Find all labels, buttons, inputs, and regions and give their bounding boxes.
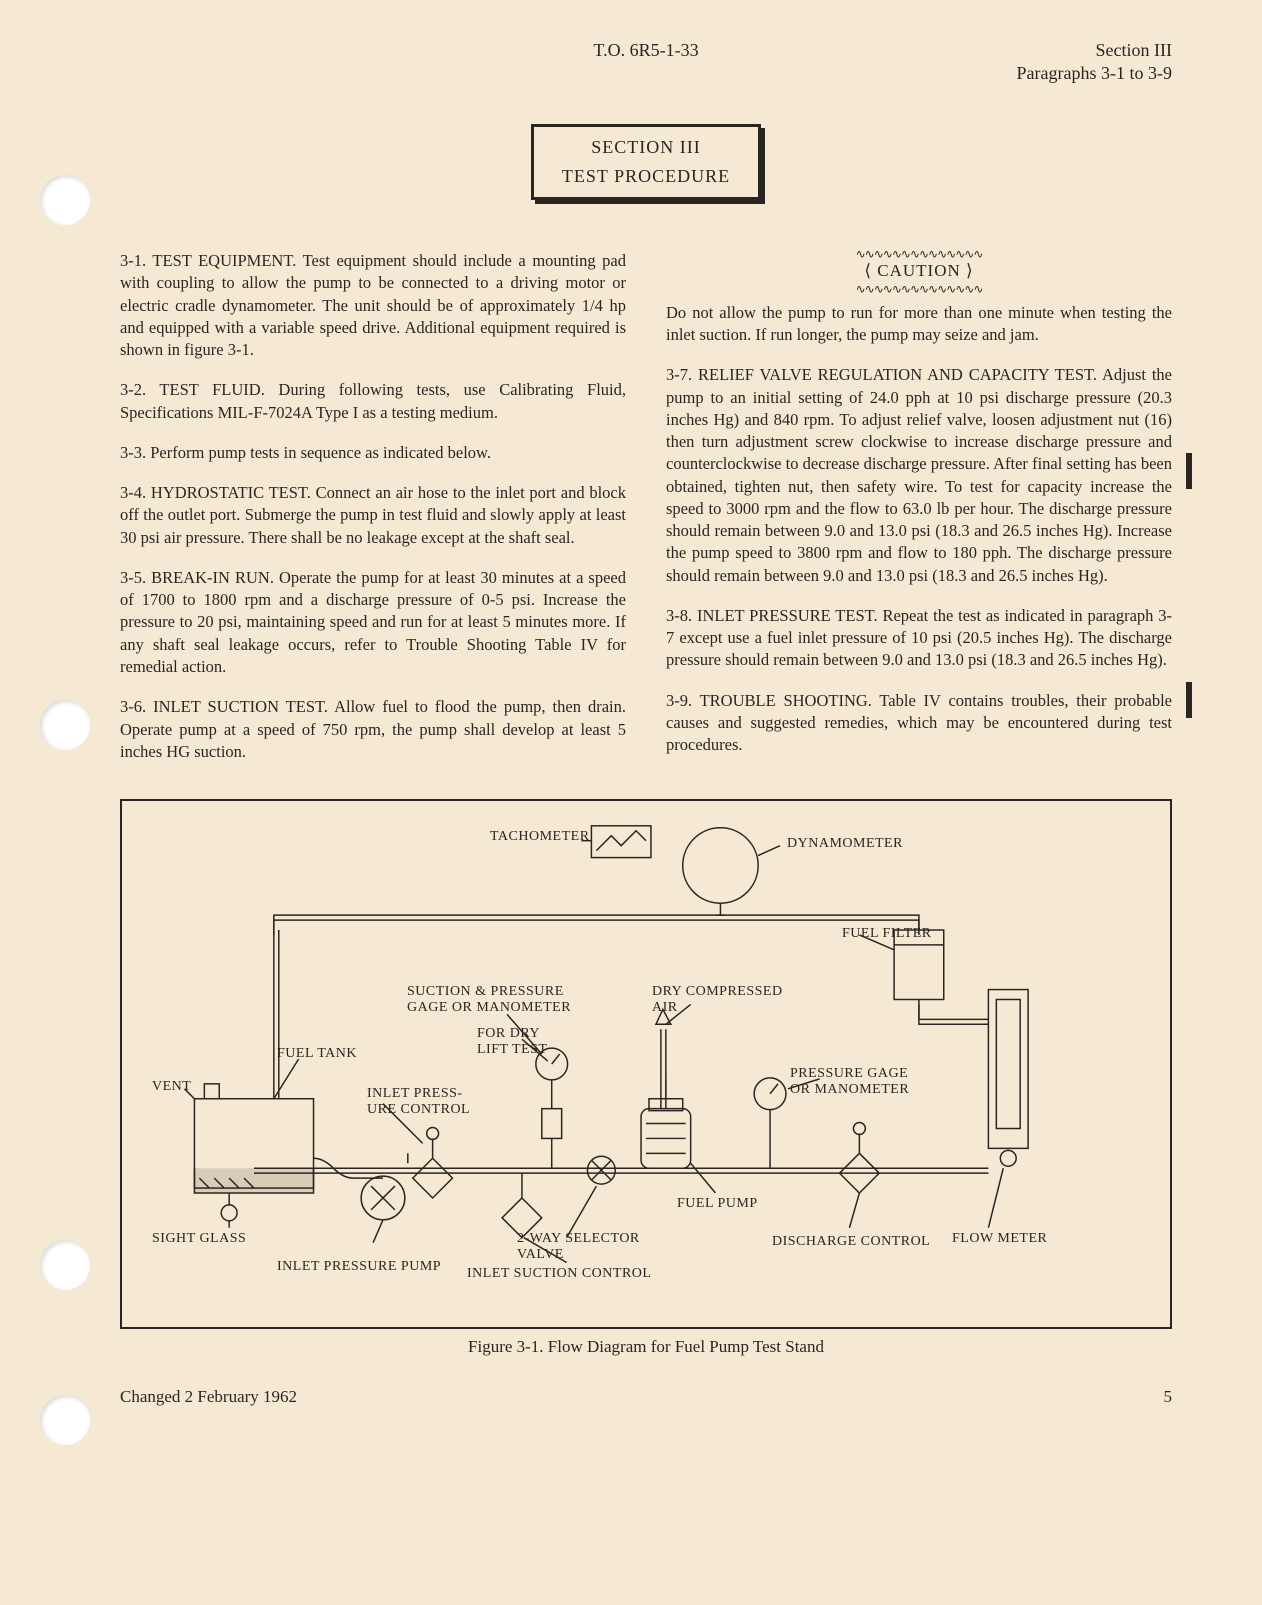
figure-caption: Figure 3-1. Flow Diagram for Fuel Pump T… (120, 1337, 1172, 1357)
label-selector-valve: 2-WAY SELECTOR VALVE (517, 1231, 640, 1263)
punch-hole (40, 1395, 90, 1445)
section-number: SECTION III (562, 137, 730, 158)
label-suction-gauge: SUCTION & PRESSURE GAGE OR MANOMETER (407, 984, 571, 1016)
label-vent: VENT (152, 1079, 191, 1095)
punch-hole (40, 175, 90, 225)
section-title-box: SECTION III TEST PROCEDURE (531, 124, 761, 200)
label-flow-meter: FLOW METER (952, 1231, 1047, 1247)
label-dynamometer: DYNAMOMETER (787, 836, 903, 852)
para-3-7: 3-7. RELIEF VALVE REGULATION AND CAPACIT… (666, 364, 1172, 587)
changed-date: Changed 2 February 1962 (120, 1387, 297, 1407)
flow-diagram: TACHOMETER DYNAMOMETER FUEL FILTER FUEL … (120, 799, 1172, 1329)
para-3-1: 3-1. TEST EQUIPMENT. Test equipment shou… (120, 250, 626, 361)
doc-number: T.O. 6R5-1-33 (471, 40, 822, 84)
change-bar (1186, 453, 1192, 489)
label-inlet-pump: INLET PRESSURE PUMP (277, 1259, 441, 1275)
page-footer: Changed 2 February 1962 5 (120, 1387, 1172, 1407)
caution-text: Do not allow the pump to run for more th… (666, 302, 1172, 347)
label-dry-air: DRY COMPRESSED AIR (652, 984, 783, 1016)
right-column: ∿∿∿∿∿∿∿∿∿∿∿∿∿∿ ⟨ CAUTION ⟩ ∿∿∿∿∿∿∿∿∿∿∿∿∿… (666, 250, 1172, 781)
paragraph-range: Paragraphs 3-1 to 3-9 (821, 63, 1172, 84)
change-bar (1186, 682, 1192, 718)
label-pressure-gauge: PRESSURE GAGE OR MANOMETER (790, 1066, 909, 1098)
left-column: 3-1. TEST EQUIPMENT. Test equipment shou… (120, 250, 626, 781)
para-3-6: 3-6. INLET SUCTION TEST. Allow fuel to f… (120, 696, 626, 763)
punch-hole (40, 1240, 90, 1290)
para-3-5: 3-5. BREAK-IN RUN. Operate the pump for … (120, 567, 626, 678)
label-inlet-suction: INLET SUCTION CONTROL (467, 1266, 651, 1282)
body-columns: 3-1. TEST EQUIPMENT. Test equipment shou… (120, 250, 1172, 781)
para-3-9: 3-9. TROUBLE SHOOTING. Table IV contains… (666, 690, 1172, 757)
para-3-2: 3-2. TEST FLUID. During following tests,… (120, 379, 626, 424)
caution-box: ∿∿∿∿∿∿∿∿∿∿∿∿∿∿ ⟨ CAUTION ⟩ ∿∿∿∿∿∿∿∿∿∿∿∿∿… (666, 250, 1172, 294)
para-3-8: 3-8. INLET PRESSURE TEST. Repeat the tes… (666, 605, 1172, 672)
label-discharge-control: DISCHARGE CONTROL (772, 1234, 930, 1250)
label-sight-glass: SIGHT GLASS (152, 1231, 246, 1247)
punch-hole (40, 700, 90, 750)
label-dry-lift: FOR DRY LIFT TEST (477, 1026, 548, 1058)
section-title: TEST PROCEDURE (562, 166, 730, 187)
caution-label: CAUTION (877, 261, 961, 280)
para-3-3: 3-3. Perform pump tests in sequence as i… (120, 442, 626, 464)
page-number: 5 (1164, 1387, 1173, 1407)
page-header: T.O. 6R5-1-33 Section III Paragraphs 3-1… (120, 40, 1172, 84)
label-fuel-filter: FUEL FILTER (842, 926, 932, 942)
section-label: Section III (821, 40, 1172, 61)
label-inlet-press-control: INLET PRESS- URE CONTROL (367, 1086, 470, 1118)
label-fuel-pump: FUEL PUMP (677, 1196, 758, 1212)
label-fuel-tank: FUEL TANK (277, 1046, 357, 1062)
label-tachometer: TACHOMETER (490, 829, 590, 845)
para-3-4: 3-4. HYDROSTATIC TEST. Connect an air ho… (120, 482, 626, 549)
